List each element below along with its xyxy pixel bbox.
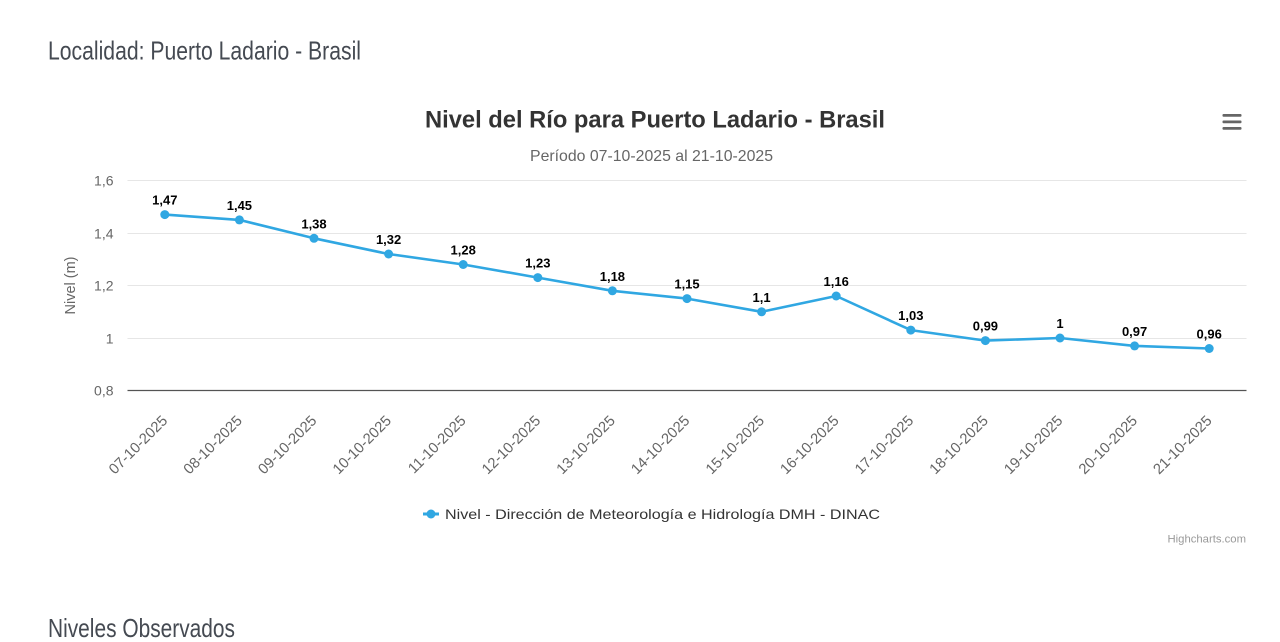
svg-text:15-10-2025: 15-10-2025 [703,413,768,478]
svg-text:21-10-2025: 21-10-2025 [1151,413,1216,478]
svg-text:1,03: 1,03 [898,308,923,323]
svg-text:1,38: 1,38 [301,216,326,231]
svg-text:13-10-2025: 13-10-2025 [554,413,619,478]
svg-text:1,4: 1,4 [94,226,114,242]
svg-text:1,6: 1,6 [94,173,114,189]
svg-text:0,97: 0,97 [1122,324,1147,339]
svg-text:1,32: 1,32 [376,232,401,247]
svg-text:1,23: 1,23 [525,256,550,271]
svg-text:1,16: 1,16 [824,274,849,289]
svg-text:11-10-2025: 11-10-2025 [405,413,469,477]
svg-text:Período 07-10-2025 al 21-10-20: Período 07-10-2025 al 21-10-2025 [530,148,773,165]
svg-text:0,99: 0,99 [973,319,998,334]
svg-text:08-10-2025: 08-10-2025 [181,413,246,478]
svg-text:16-10-2025: 16-10-2025 [778,413,843,478]
svg-text:1: 1 [106,331,114,347]
svg-text:Nivel - Dirección de Meteorolo: Nivel - Dirección de Meteorología e Hidr… [445,506,880,522]
svg-text:1,18: 1,18 [600,269,625,284]
svg-text:12-10-2025: 12-10-2025 [479,413,544,478]
svg-text:20-10-2025: 20-10-2025 [1076,413,1141,478]
svg-text:1,2: 1,2 [94,278,114,294]
svg-text:0,8: 0,8 [94,383,114,399]
svg-text:10-10-2025: 10-10-2025 [330,413,395,478]
svg-text:1,1: 1,1 [753,290,771,305]
svg-text:Nivel del Río para Puerto Lada: Nivel del Río para Puerto Ladario - Bras… [425,107,885,134]
svg-text:14-10-2025: 14-10-2025 [628,413,693,478]
svg-text:1,28: 1,28 [451,243,476,258]
svg-text:Localidad: Puerto Ladario - Br: Localidad: Puerto Ladario - Brasil [48,36,361,66]
svg-text:07-10-2025: 07-10-2025 [106,413,171,478]
svg-text:1: 1 [1056,316,1063,331]
svg-text:Nivel (m): Nivel (m) [63,257,79,315]
svg-text:Highcharts.com: Highcharts.com [1168,534,1246,546]
svg-text:09-10-2025: 09-10-2025 [255,413,320,478]
svg-text:17-10-2025: 17-10-2025 [852,413,917,478]
svg-text:1,45: 1,45 [227,198,252,213]
svg-text:18-10-2025: 18-10-2025 [927,413,992,478]
svg-text:0,96: 0,96 [1197,327,1222,342]
svg-text:Niveles Observados: Niveles Observados [48,613,235,642]
svg-text:1,47: 1,47 [152,193,177,208]
svg-text:1,15: 1,15 [674,277,699,292]
svg-text:19-10-2025: 19-10-2025 [1001,413,1066,478]
